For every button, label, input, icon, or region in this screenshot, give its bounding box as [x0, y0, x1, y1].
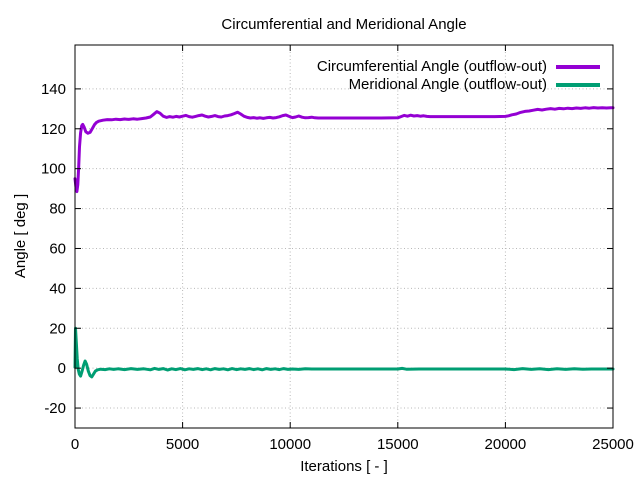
plot-border	[74, 44, 614, 429]
y-tick-label: -20	[44, 400, 66, 417]
y-tick-label: 140	[41, 81, 66, 98]
legend: Circumferential Angle (outflow-out) Meri…	[317, 58, 600, 94]
y-tick-label: 120	[41, 121, 66, 138]
y-tick-label: 100	[41, 161, 66, 178]
series-line-0	[73, 106, 615, 194]
y-tick-label: 40	[49, 280, 66, 297]
series-line-1	[73, 326, 615, 379]
x-axis-label: Iterations [ - ]	[300, 458, 388, 475]
legend-line-circumferential	[556, 65, 600, 69]
x-tick-label: 5000	[166, 436, 199, 453]
x-tick-label: 20000	[485, 436, 527, 453]
x-tick-label: 25000	[592, 436, 634, 453]
legend-label-meridional: Meridional Angle (outflow-out)	[348, 76, 547, 93]
legend-item-meridional: Meridional Angle (outflow-out)	[317, 76, 600, 94]
legend-item-circumferential: Circumferential Angle (outflow-out)	[317, 58, 600, 76]
legend-line-meridional	[556, 83, 600, 87]
legend-label-circumferential: Circumferential Angle (outflow-out)	[316, 58, 547, 75]
y-tick-label: 20	[49, 320, 66, 337]
y-tick-label: 80	[49, 201, 66, 218]
y-tick-label: 0	[58, 360, 66, 377]
x-tick-label: 10000	[269, 436, 311, 453]
chart-title: Circumferential and Meridional Angle	[221, 16, 467, 33]
y-tick-label: 60	[49, 240, 66, 257]
x-tick-label: 0	[71, 436, 79, 453]
y-axis-label: Angle [ deg ]	[12, 193, 29, 279]
x-tick-label: 15000	[377, 436, 419, 453]
